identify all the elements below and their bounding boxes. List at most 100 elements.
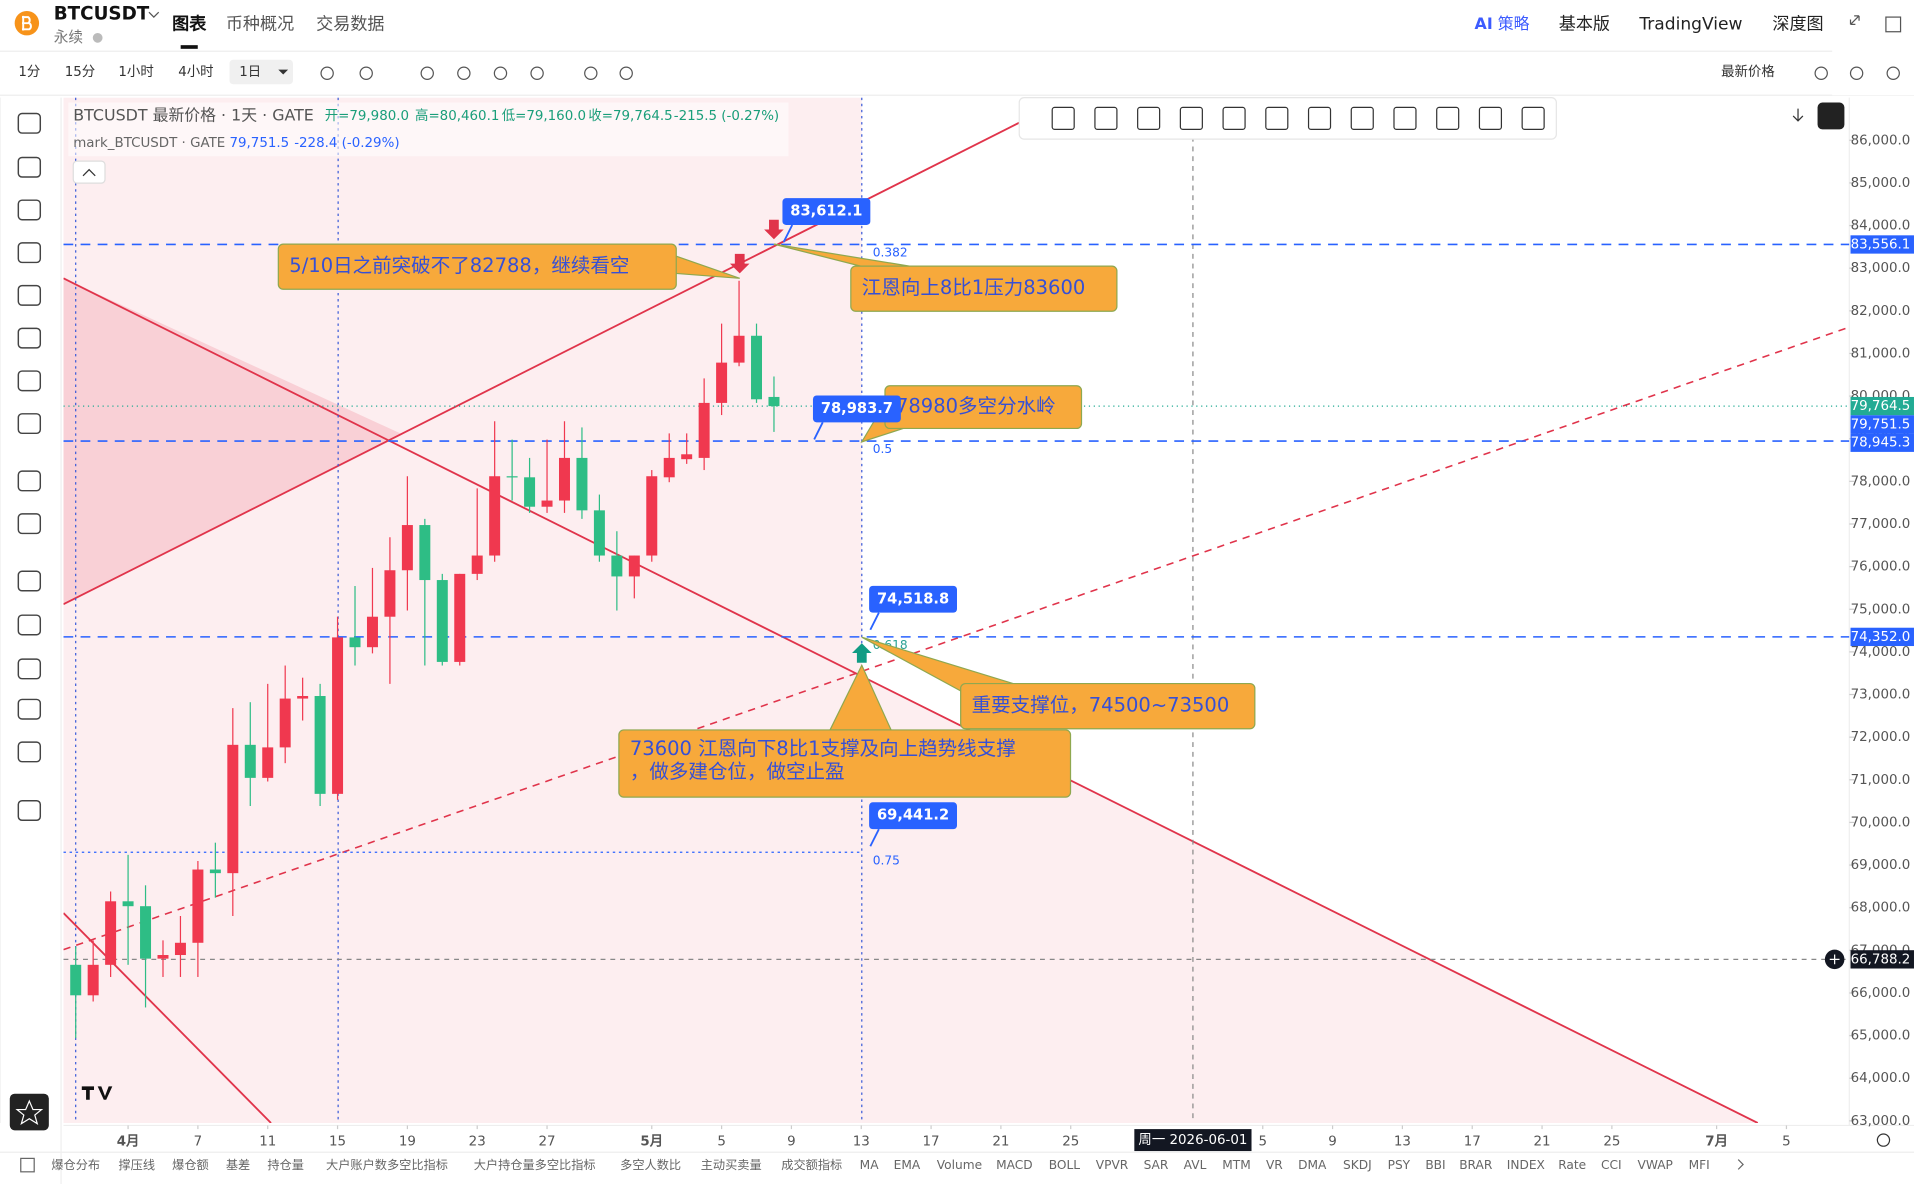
indicator-tab[interactable]: MFI <box>1689 1158 1710 1172</box>
indicator-tab[interactable]: 主动买卖量 <box>701 1158 762 1172</box>
drawing-toolbar-button[interactable] <box>1265 106 1289 130</box>
legend-collapse[interactable] <box>72 160 106 184</box>
indicator-tab[interactable]: 成交额指标 <box>781 1157 842 1172</box>
interval-button[interactable]: 1小时 <box>118 64 153 80</box>
drawing-toolbar-button[interactable] <box>1521 106 1545 130</box>
indicator-tab[interactable]: DMA <box>1298 1158 1327 1172</box>
indicator-next[interactable] <box>1737 1159 1744 1170</box>
drawing-tool[interactable] <box>17 698 42 720</box>
indicator-tab[interactable]: AVL <box>1184 1158 1207 1172</box>
toolbar-icon[interactable] <box>1849 66 1864 80</box>
expand-icon[interactable] <box>1849 15 1860 26</box>
drawing-tool[interactable] <box>17 370 42 392</box>
drawing-tool[interactable] <box>17 513 42 535</box>
drawing-toolbar-button[interactable] <box>1051 106 1075 130</box>
drawing-toolbar-button[interactable] <box>1094 106 1118 130</box>
interval-button[interactable]: 4小时 <box>178 64 213 80</box>
window-icon[interactable] <box>1885 16 1902 33</box>
indicator-tab[interactable]: 基差 <box>226 1158 250 1172</box>
indicator-tab[interactable]: BRAR <box>1459 1158 1493 1172</box>
drawing-tool[interactable] <box>17 242 42 264</box>
toolbar-icon[interactable] <box>457 66 471 80</box>
drawing-toolbar-button[interactable] <box>1436 106 1460 130</box>
candle-body <box>279 698 291 748</box>
indicator-tab[interactable]: VR <box>1266 1158 1283 1172</box>
drawing-tool[interactable] <box>17 327 42 349</box>
indicator-tab[interactable]: CCI <box>1601 1158 1622 1172</box>
indicator-tab[interactable]: 大户账户数多空比指标 <box>326 1157 448 1172</box>
toolbar-icon[interactable] <box>493 66 508 80</box>
drawing-toolbar-button[interactable] <box>1222 106 1246 130</box>
drawing-tool[interactable] <box>17 199 42 221</box>
toolbar-toggle[interactable] <box>1817 102 1845 130</box>
drawing-toolbar-button[interactable] <box>1478 106 1503 130</box>
indicator-tab[interactable]: INDEX <box>1507 1158 1545 1172</box>
indicator-tab[interactable]: 多空人数比 <box>620 1157 681 1172</box>
indicator-tab[interactable]: VPVR <box>1096 1158 1129 1172</box>
interval-button[interactable]: 1分 <box>18 64 40 80</box>
drawing-toolbar-button[interactable] <box>1179 106 1203 130</box>
toolbar-icon[interactable] <box>420 66 434 80</box>
toolbar-icon[interactable] <box>584 66 598 80</box>
indicator-tab[interactable]: 爆仓分布 <box>51 1158 100 1172</box>
toolbar-icon[interactable] <box>320 66 334 80</box>
indicator-tab[interactable]: Volume <box>937 1158 982 1172</box>
indicator-tab[interactable]: VWAP <box>1637 1158 1672 1172</box>
ai-label[interactable]: AI <box>1475 14 1493 33</box>
header-link[interactable]: 基本版 <box>1559 14 1610 34</box>
drawing-tool[interactable] <box>17 112 42 134</box>
drawing-tool[interactable] <box>17 614 42 636</box>
favorites-button[interactable] <box>9 1093 49 1131</box>
down-arrow <box>764 219 784 240</box>
drawing-toolbar-button[interactable] <box>1307 106 1332 130</box>
header-tab[interactable]: 图表 <box>172 13 207 34</box>
toolbar-icon[interactable] <box>1886 66 1900 80</box>
drawing-toolbar-button[interactable] <box>1393 106 1417 130</box>
interval-button[interactable]: 1日 <box>239 65 261 80</box>
indicator-tab[interactable]: EMA <box>894 1158 921 1172</box>
header-tab[interactable]: 币种概况 <box>226 14 294 34</box>
y-tick-label: 82,000.0 <box>1851 304 1911 319</box>
indicator-tab[interactable]: MA <box>860 1158 880 1172</box>
indicator-tab[interactable]: MTM <box>1222 1158 1250 1172</box>
symbol-caret <box>148 11 160 18</box>
settings-icon[interactable] <box>1876 1133 1891 1147</box>
header-link[interactable]: 深度图 <box>1772 14 1823 34</box>
indicator-tab[interactable]: 撑压线 <box>118 1157 155 1172</box>
indicator-tab[interactable]: 大户持仓量多空比指标 <box>474 1157 596 1172</box>
drawing-tool[interactable] <box>17 741 42 763</box>
indicator-tab[interactable]: SKDJ <box>1343 1158 1372 1172</box>
x-tick-label: 27 <box>539 1134 556 1149</box>
header-link[interactable]: TradingView <box>1638 14 1742 34</box>
toolbar-icon[interactable] <box>530 66 544 80</box>
indicator-tab[interactable]: Rate <box>1558 1158 1586 1172</box>
drawing-tool[interactable] <box>17 413 42 435</box>
drawing-tool[interactable] <box>17 570 42 592</box>
drawing-tool[interactable] <box>17 470 42 492</box>
indicator-tab[interactable]: BBI <box>1425 1158 1445 1172</box>
indicator-tab[interactable]: 持仓量 <box>267 1157 304 1172</box>
drawing-tool[interactable] <box>17 658 42 680</box>
candle-body <box>227 744 239 874</box>
indicator-tab[interactable]: MACD <box>996 1158 1033 1172</box>
drawing-tool[interactable] <box>17 284 42 306</box>
drawing-toolbar-button[interactable] <box>1350 106 1374 130</box>
indicator-tab[interactable]: SAR <box>1144 1158 1169 1172</box>
download-icon[interactable] <box>1792 108 1804 122</box>
indicator-tab[interactable]: PSY <box>1388 1158 1411 1172</box>
indicator-tab[interactable]: 爆仓额 <box>172 1158 209 1172</box>
interval-button[interactable]: 15分 <box>65 64 95 80</box>
toolbar-icon[interactable] <box>1814 66 1828 80</box>
indicator-tab[interactable]: BOLL <box>1049 1158 1081 1172</box>
toolbar-icon[interactable] <box>359 66 373 80</box>
drawing-tool[interactable] <box>17 800 42 822</box>
price-source[interactable]: 最新价格 <box>1721 64 1775 80</box>
drawing-tool[interactable] <box>17 156 42 178</box>
strategy-link[interactable]: 策略 <box>1498 14 1530 33</box>
indicator-menu-icon[interactable] <box>20 1157 35 1173</box>
drawing-toolbar-button[interactable] <box>1137 106 1161 130</box>
toolbar-icon[interactable] <box>619 66 633 80</box>
x-tick-label: 17 <box>1464 1134 1481 1149</box>
header-tab[interactable]: 交易数据 <box>316 14 384 34</box>
symbol[interactable]: BTCUSDT <box>54 4 150 25</box>
